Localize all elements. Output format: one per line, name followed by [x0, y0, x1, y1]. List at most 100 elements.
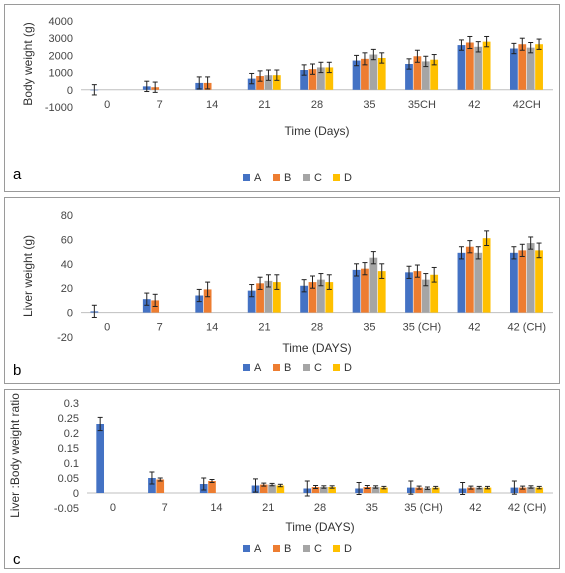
y-tick-label: 0	[67, 85, 73, 97]
x-tick-label: 42 (CH)	[508, 502, 547, 514]
bar	[328, 487, 336, 493]
y-tick-label: 80	[61, 210, 73, 222]
error-bar	[414, 264, 420, 278]
error-bar	[511, 246, 517, 260]
y-tick-label: 4000	[49, 16, 73, 28]
error-bar	[329, 485, 335, 489]
legend-label: B	[284, 362, 291, 374]
x-tick-label: 28	[311, 99, 323, 111]
bar	[474, 252, 483, 313]
legend-label: C	[314, 172, 322, 184]
error-bar	[91, 304, 97, 318]
bar	[96, 424, 105, 493]
bar	[415, 487, 423, 493]
error-bar	[370, 48, 376, 61]
error-bar	[458, 246, 464, 260]
bar	[430, 59, 439, 90]
bar	[535, 250, 543, 313]
bar	[405, 64, 413, 90]
x-tick-label: 35	[363, 99, 375, 111]
bar	[465, 42, 474, 90]
bar	[308, 282, 317, 313]
bar	[361, 58, 369, 90]
legend-swatch	[303, 545, 310, 552]
error-bar	[362, 262, 368, 276]
x-tick-label: 35 (CH)	[403, 322, 442, 334]
bar	[509, 48, 518, 90]
y-tick-label: 0.2	[64, 428, 79, 440]
legend-label: B	[284, 543, 291, 555]
error-bar	[157, 477, 163, 482]
bar	[320, 487, 328, 493]
x-tick-label: 0	[104, 322, 110, 334]
error-bar	[318, 61, 324, 74]
y-tick-label: 0.05	[58, 473, 79, 485]
x-tick-label: 42 (CH)	[508, 322, 547, 334]
error-bar	[468, 485, 474, 490]
error-bar	[249, 72, 255, 85]
bar	[148, 478, 156, 493]
bar	[256, 76, 264, 90]
x-tick-label: 7	[162, 502, 168, 514]
legend-swatch	[273, 364, 280, 371]
error-bar	[209, 479, 215, 483]
error-bar	[467, 240, 473, 254]
bar	[208, 481, 216, 493]
bar	[311, 487, 320, 493]
bar	[467, 487, 475, 493]
legend-label: D	[344, 543, 352, 555]
error-bar	[414, 49, 420, 63]
y-tick-label: 0	[67, 308, 73, 320]
bar	[156, 479, 165, 493]
bar	[363, 487, 372, 493]
chart-svg: -20 0 20 40 60 80 0 7 14 21 28 35 35 (CH) 42 42 (CH) Li…	[13, 210, 553, 379]
x-tick-label: 28	[311, 322, 323, 334]
bar	[518, 44, 527, 90]
x-tick-label: 42	[468, 99, 480, 111]
bar	[509, 252, 518, 313]
panel-label: a	[13, 166, 22, 183]
error-bar	[484, 230, 490, 246]
bar	[259, 484, 268, 493]
x-tick-label: 14	[210, 502, 222, 514]
error-bar	[144, 292, 150, 306]
bar	[276, 485, 285, 493]
y-tick-label: -20	[57, 332, 73, 344]
bar	[377, 271, 386, 313]
x-tick-label: 35	[363, 322, 375, 334]
error-bar	[257, 276, 263, 290]
error-bar	[257, 70, 263, 82]
error-bar	[201, 477, 207, 491]
bar	[413, 271, 422, 313]
error-bar	[536, 242, 542, 259]
x-tick-label: 14	[206, 322, 218, 334]
y-axis-title: Body weight (g)	[21, 22, 35, 105]
x-tick-label: 0	[110, 502, 116, 514]
error-bar	[364, 485, 370, 489]
y-tick-label: 20	[61, 283, 73, 295]
error-bar	[406, 58, 412, 70]
error-bar	[144, 80, 150, 93]
bar	[430, 274, 439, 313]
bar	[369, 257, 378, 313]
error-bar	[424, 486, 430, 490]
error-bar	[304, 480, 310, 497]
error-bar	[274, 274, 280, 290]
bar	[527, 487, 535, 493]
bar	[325, 282, 334, 313]
bar	[380, 487, 388, 493]
error-bar	[91, 84, 97, 96]
bar	[535, 487, 544, 493]
error-bar	[310, 63, 316, 75]
legend-swatch	[273, 545, 280, 552]
legend-label: A	[254, 543, 262, 555]
bar	[518, 250, 527, 313]
panel-label: b	[13, 362, 21, 379]
y-tick-label: 0.25	[58, 413, 79, 425]
error-bar	[536, 485, 542, 490]
bar	[421, 279, 430, 313]
legend-swatch	[333, 364, 340, 371]
x-tick-label: 28	[314, 502, 326, 514]
error-bar	[326, 61, 332, 74]
